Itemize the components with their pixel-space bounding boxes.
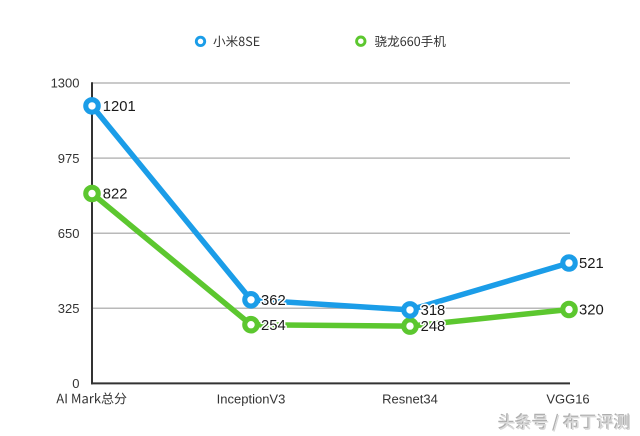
svg-text:362: 362 (261, 293, 286, 309)
svg-text:InceptionV3: InceptionV3 (217, 391, 286, 406)
svg-text:521: 521 (579, 256, 604, 272)
svg-text:0: 0 (72, 376, 79, 391)
svg-text:975: 975 (58, 151, 80, 166)
svg-text:1201: 1201 (103, 99, 136, 115)
svg-text:822: 822 (103, 187, 128, 203)
svg-text:318: 318 (421, 303, 446, 319)
svg-text:VGG16: VGG16 (546, 391, 589, 406)
svg-text:325: 325 (58, 301, 80, 316)
svg-text:650: 650 (58, 226, 80, 241)
svg-text:248: 248 (421, 319, 446, 335)
svg-text:254: 254 (261, 318, 286, 334)
svg-text:1300: 1300 (51, 76, 80, 91)
svg-text:320: 320 (579, 303, 604, 319)
svg-text:Resnet34: Resnet34 (382, 391, 438, 406)
